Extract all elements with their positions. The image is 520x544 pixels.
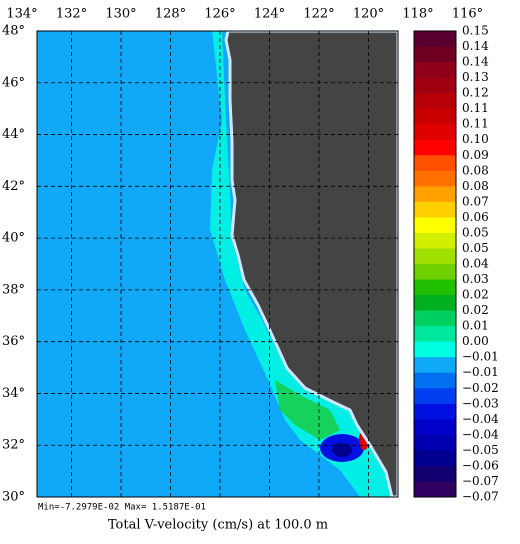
colorbar-bin [414, 481, 456, 498]
lat-label: 34° [2, 386, 25, 401]
colorbar-label: 0.02 [462, 303, 489, 317]
colorbar-bin [414, 403, 456, 420]
lon-label: 134° [6, 7, 37, 22]
colorbar-label: −0.04 [462, 427, 499, 441]
colorbar-bin [414, 295, 456, 312]
colorbar-label: 0.02 [462, 288, 489, 302]
colorbar-label: 0.14 [462, 55, 489, 69]
colorbar-label: 0.05 [462, 225, 489, 239]
colorbar-bin [414, 465, 456, 482]
lon-label: 130° [105, 7, 136, 22]
colorbar-bin [414, 310, 456, 327]
colorbar-bin [414, 326, 456, 343]
colorbar-bin [414, 31, 456, 48]
lon-label: 124° [254, 7, 285, 22]
colorbar-frame [413, 30, 457, 498]
lat-label: 48° [2, 24, 25, 39]
colorbar-label: 0.13 [462, 70, 489, 84]
colorbar-label: −0.04 [462, 412, 499, 426]
lat-label: 30° [2, 490, 25, 505]
lon-label: 126° [204, 7, 235, 22]
lon-label: 120° [353, 7, 384, 22]
colorbar-bin [414, 341, 456, 358]
eddy [332, 443, 352, 457]
lon-label: 116° [452, 7, 483, 22]
colorbar-bin [414, 434, 456, 451]
colorbar-label: 0.14 [462, 39, 489, 53]
colorbar-label: 0.03 [462, 272, 489, 286]
lat-label: 40° [2, 231, 25, 246]
lat-label: 44° [2, 127, 25, 142]
colorbar-label: 0.00 [462, 334, 489, 348]
land [224, 31, 398, 497]
lon-label: 128° [155, 7, 186, 22]
colorbar-label: 0.11 [462, 117, 489, 131]
colorbar-label: 0.08 [462, 179, 489, 193]
colorbar-bin [414, 62, 456, 79]
colorbar-label: −0.03 [462, 396, 499, 410]
colorbar-bin [414, 77, 456, 94]
colorbar-bin [414, 248, 456, 265]
colorbar-bin [414, 357, 456, 374]
colorbar-label: −0.07 [462, 490, 499, 504]
colorbar-bin [414, 124, 456, 141]
colorbar-label: 0.08 [462, 163, 489, 177]
map-title: Total V-velocity (cm/s) at 100.0 m [108, 518, 328, 533]
map-area [37, 31, 398, 497]
colorbar-label: −0.06 [462, 458, 499, 472]
colorbar-label: 0.07 [462, 194, 489, 208]
stats: Min=-7.2979E-02 Max= 1.5187E-01 [38, 503, 206, 513]
colorbar-bin [414, 372, 456, 389]
colorbar-bin [414, 186, 456, 203]
colorbar-label: 0.09 [462, 148, 489, 162]
colorbar-bin [414, 93, 456, 110]
colorbar-bin [414, 450, 456, 467]
lat-label: 38° [2, 282, 25, 297]
colorbar-bin [414, 217, 456, 234]
colorbar-label: 0.10 [462, 132, 489, 146]
colorbar-label: 0.11 [462, 101, 489, 115]
colorbar-bin [414, 170, 456, 187]
colorbar-label: 0.01 [462, 319, 489, 333]
colorbar-label: 0.06 [462, 210, 489, 224]
colorbar-bin [414, 108, 456, 125]
colorbar-bin [414, 139, 456, 156]
lat-label: 32° [2, 438, 25, 453]
lat-label: 46° [2, 75, 25, 90]
colorbar-label: 0.04 [462, 257, 489, 271]
colorbar-bin [414, 155, 456, 172]
colorbar-label: −0.07 [462, 474, 499, 488]
colorbar-bin [414, 232, 456, 249]
colorbar-label: 0.12 [462, 86, 489, 100]
plume [275, 380, 340, 440]
plot-frame [36, 30, 399, 498]
colorbar-bin [414, 279, 456, 296]
graticule [37, 31, 398, 497]
colorbar-label: −0.02 [462, 381, 499, 395]
colorbar-label: −0.01 [462, 365, 499, 379]
lat-label: 42° [2, 179, 25, 194]
lat-label: 36° [2, 334, 25, 349]
colorbar-label: 0.15 [462, 24, 489, 38]
colorbar-label: −0.05 [462, 443, 499, 457]
colorbar-bin [414, 46, 456, 63]
lon-label: 118° [402, 7, 433, 22]
colorbar-label: 0.05 [462, 241, 489, 255]
lon-label: 122° [303, 7, 334, 22]
colorbar-bin [414, 264, 456, 281]
lon-label: 132° [56, 7, 87, 22]
colorbar-bin [414, 388, 456, 405]
colorbar-label: −0.01 [462, 350, 499, 364]
colorbar-bin [414, 419, 456, 436]
colorbar-bin [414, 201, 456, 218]
